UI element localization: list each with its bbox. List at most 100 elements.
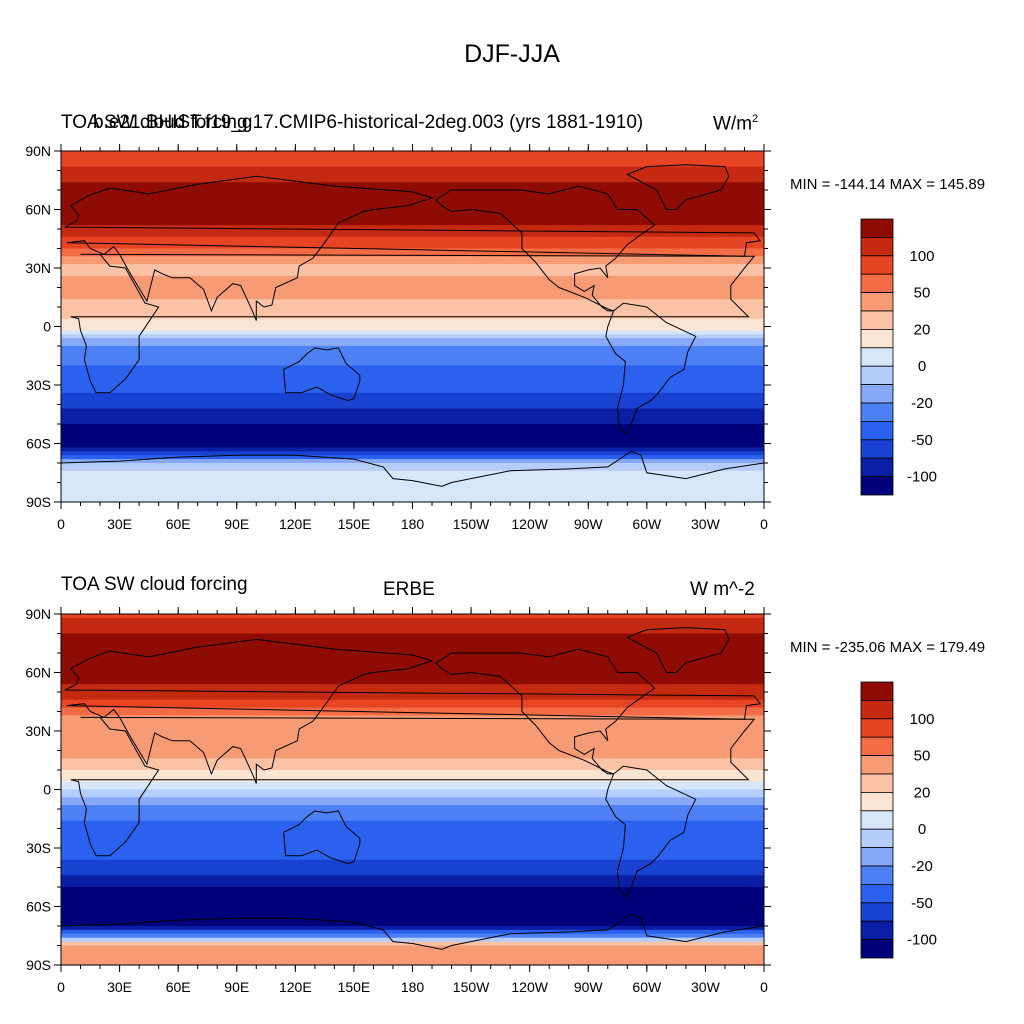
panel1-x-tick-label: 180 xyxy=(401,516,425,532)
panel2-field-band xyxy=(61,633,764,638)
panel1-field-band xyxy=(61,174,764,179)
panel2-field-band xyxy=(61,820,764,826)
panel1-colorbar-box xyxy=(860,328,894,349)
panel1-field-band xyxy=(61,353,764,359)
panel1-field-band xyxy=(61,357,764,363)
panel2-x-tick-label: 150W xyxy=(453,979,490,995)
panel2-field-band xyxy=(61,797,764,802)
panel2-field-band xyxy=(61,688,764,693)
panel2-field-band xyxy=(61,812,764,818)
panel1-field-band xyxy=(61,275,764,281)
panel2-field-band xyxy=(61,961,764,966)
panel2-y-tick-label: 0 xyxy=(43,782,51,798)
panel1-field-band xyxy=(61,225,764,230)
panel1-field-band xyxy=(61,318,764,324)
panel1-colorbar-box xyxy=(860,292,894,312)
panel2-field-band xyxy=(61,746,764,752)
panel2-field-band xyxy=(61,692,764,697)
panel2-colorbar-box xyxy=(860,773,894,793)
panel2-x-tick-label: 180 xyxy=(401,979,425,995)
panel1-map xyxy=(60,151,765,503)
panel1-x-tick-label: 0 xyxy=(760,516,768,532)
panel2-field-band xyxy=(61,789,764,794)
panel1-field-band xyxy=(61,244,764,250)
panel2-field-band xyxy=(61,711,764,716)
panel1-field-band xyxy=(61,412,764,417)
figure-title: DJF-JJA xyxy=(464,40,560,68)
panel2-field-band xyxy=(61,836,764,841)
panel1-field-band xyxy=(61,435,764,441)
panel2-field-band xyxy=(61,855,764,861)
panel1-field-band xyxy=(61,330,764,335)
panel1-field-band xyxy=(61,221,764,226)
panel1-field-band xyxy=(61,420,764,425)
panel1-field-band xyxy=(61,365,764,370)
panel2-field-band xyxy=(61,840,764,845)
panel2-colorbar-label: 100 xyxy=(909,711,934,728)
panel2-colorbar-label: 50 xyxy=(914,748,931,765)
panel2-colorbar-box xyxy=(860,884,894,904)
panel2-field-band xyxy=(61,894,764,900)
panel2-coastline xyxy=(626,627,730,673)
panel1-field-band xyxy=(61,264,764,269)
panel1-field-band xyxy=(61,490,764,495)
panel2-field-band xyxy=(61,851,764,857)
panel2-field-band xyxy=(61,762,764,767)
panel2-x-tick-label: 120E xyxy=(279,979,312,995)
panel2-field-band xyxy=(61,738,764,744)
panel2-field-band xyxy=(61,719,764,724)
panel1-field-band xyxy=(61,416,764,421)
panel1-field-band xyxy=(61,236,764,242)
panel1-field-band xyxy=(61,447,764,452)
panel1-coastline xyxy=(435,185,656,312)
panel1-field-band xyxy=(61,299,764,304)
panel1-field-band xyxy=(61,322,764,328)
panel2-colorbar-label: 0 xyxy=(918,821,926,838)
panel1-units-sup: 2 xyxy=(752,113,759,125)
panel2-x-tick-label: 60W xyxy=(632,979,662,995)
panel1-field-band xyxy=(61,427,764,433)
panel2-field-band xyxy=(61,731,764,736)
panel1-field-band xyxy=(61,310,764,316)
panel1-field-band xyxy=(61,307,764,312)
panel2-field-band xyxy=(61,801,764,806)
panel1-field-band xyxy=(61,205,764,211)
panel2-field-band xyxy=(61,672,764,677)
panel1-field-band xyxy=(61,404,764,409)
panel1-colorbar-box xyxy=(860,384,894,404)
panel1-min-max: MIN = -144.14 MAX = 145.89 xyxy=(790,176,986,193)
panel2-field-band xyxy=(61,680,764,685)
panel2-colorbar-box xyxy=(860,681,894,701)
panel2-coastline xyxy=(70,716,756,857)
panel1-field-band xyxy=(61,338,764,343)
panel2-field-band xyxy=(61,621,764,627)
panel1-field-band xyxy=(61,326,764,331)
panel2-field-band xyxy=(61,906,764,911)
panel1-field-band xyxy=(61,217,764,222)
panel1-colorbar-label: 50 xyxy=(914,285,931,302)
panel1-colorbar-box xyxy=(860,218,894,238)
panel1-colorbar-box xyxy=(860,236,894,257)
panel1-field-band xyxy=(61,470,764,476)
panel2-field-band xyxy=(61,937,764,943)
panel1-field-band xyxy=(61,260,764,265)
panel2-field-band xyxy=(61,695,764,701)
panel1-field-band xyxy=(61,486,764,491)
panel2-y-tick-label: 90N xyxy=(25,606,51,622)
panel2-field-band xyxy=(61,766,764,771)
panel1-field-band xyxy=(61,494,764,499)
panel2-min-max: MIN = -235.06 MAX = 179.49 xyxy=(790,639,986,656)
panel2-colorbar-box xyxy=(860,700,894,720)
panel1-field-band xyxy=(61,474,764,480)
panel2-colorbar-box xyxy=(860,718,894,738)
panel2-colorbar-box xyxy=(860,828,894,849)
panel2-x-tick-label: 90E xyxy=(224,979,249,995)
panel1-field-band xyxy=(61,388,764,394)
panel1-units: W/m2 xyxy=(713,113,758,135)
panel1-colorbar-box xyxy=(860,347,894,367)
panel2-field-band xyxy=(61,922,764,927)
panel1-field-band xyxy=(61,334,764,339)
panel2-field-band xyxy=(61,945,764,950)
panel1-colorbar-label: -50 xyxy=(911,432,933,449)
panel2-field-band xyxy=(61,926,764,931)
